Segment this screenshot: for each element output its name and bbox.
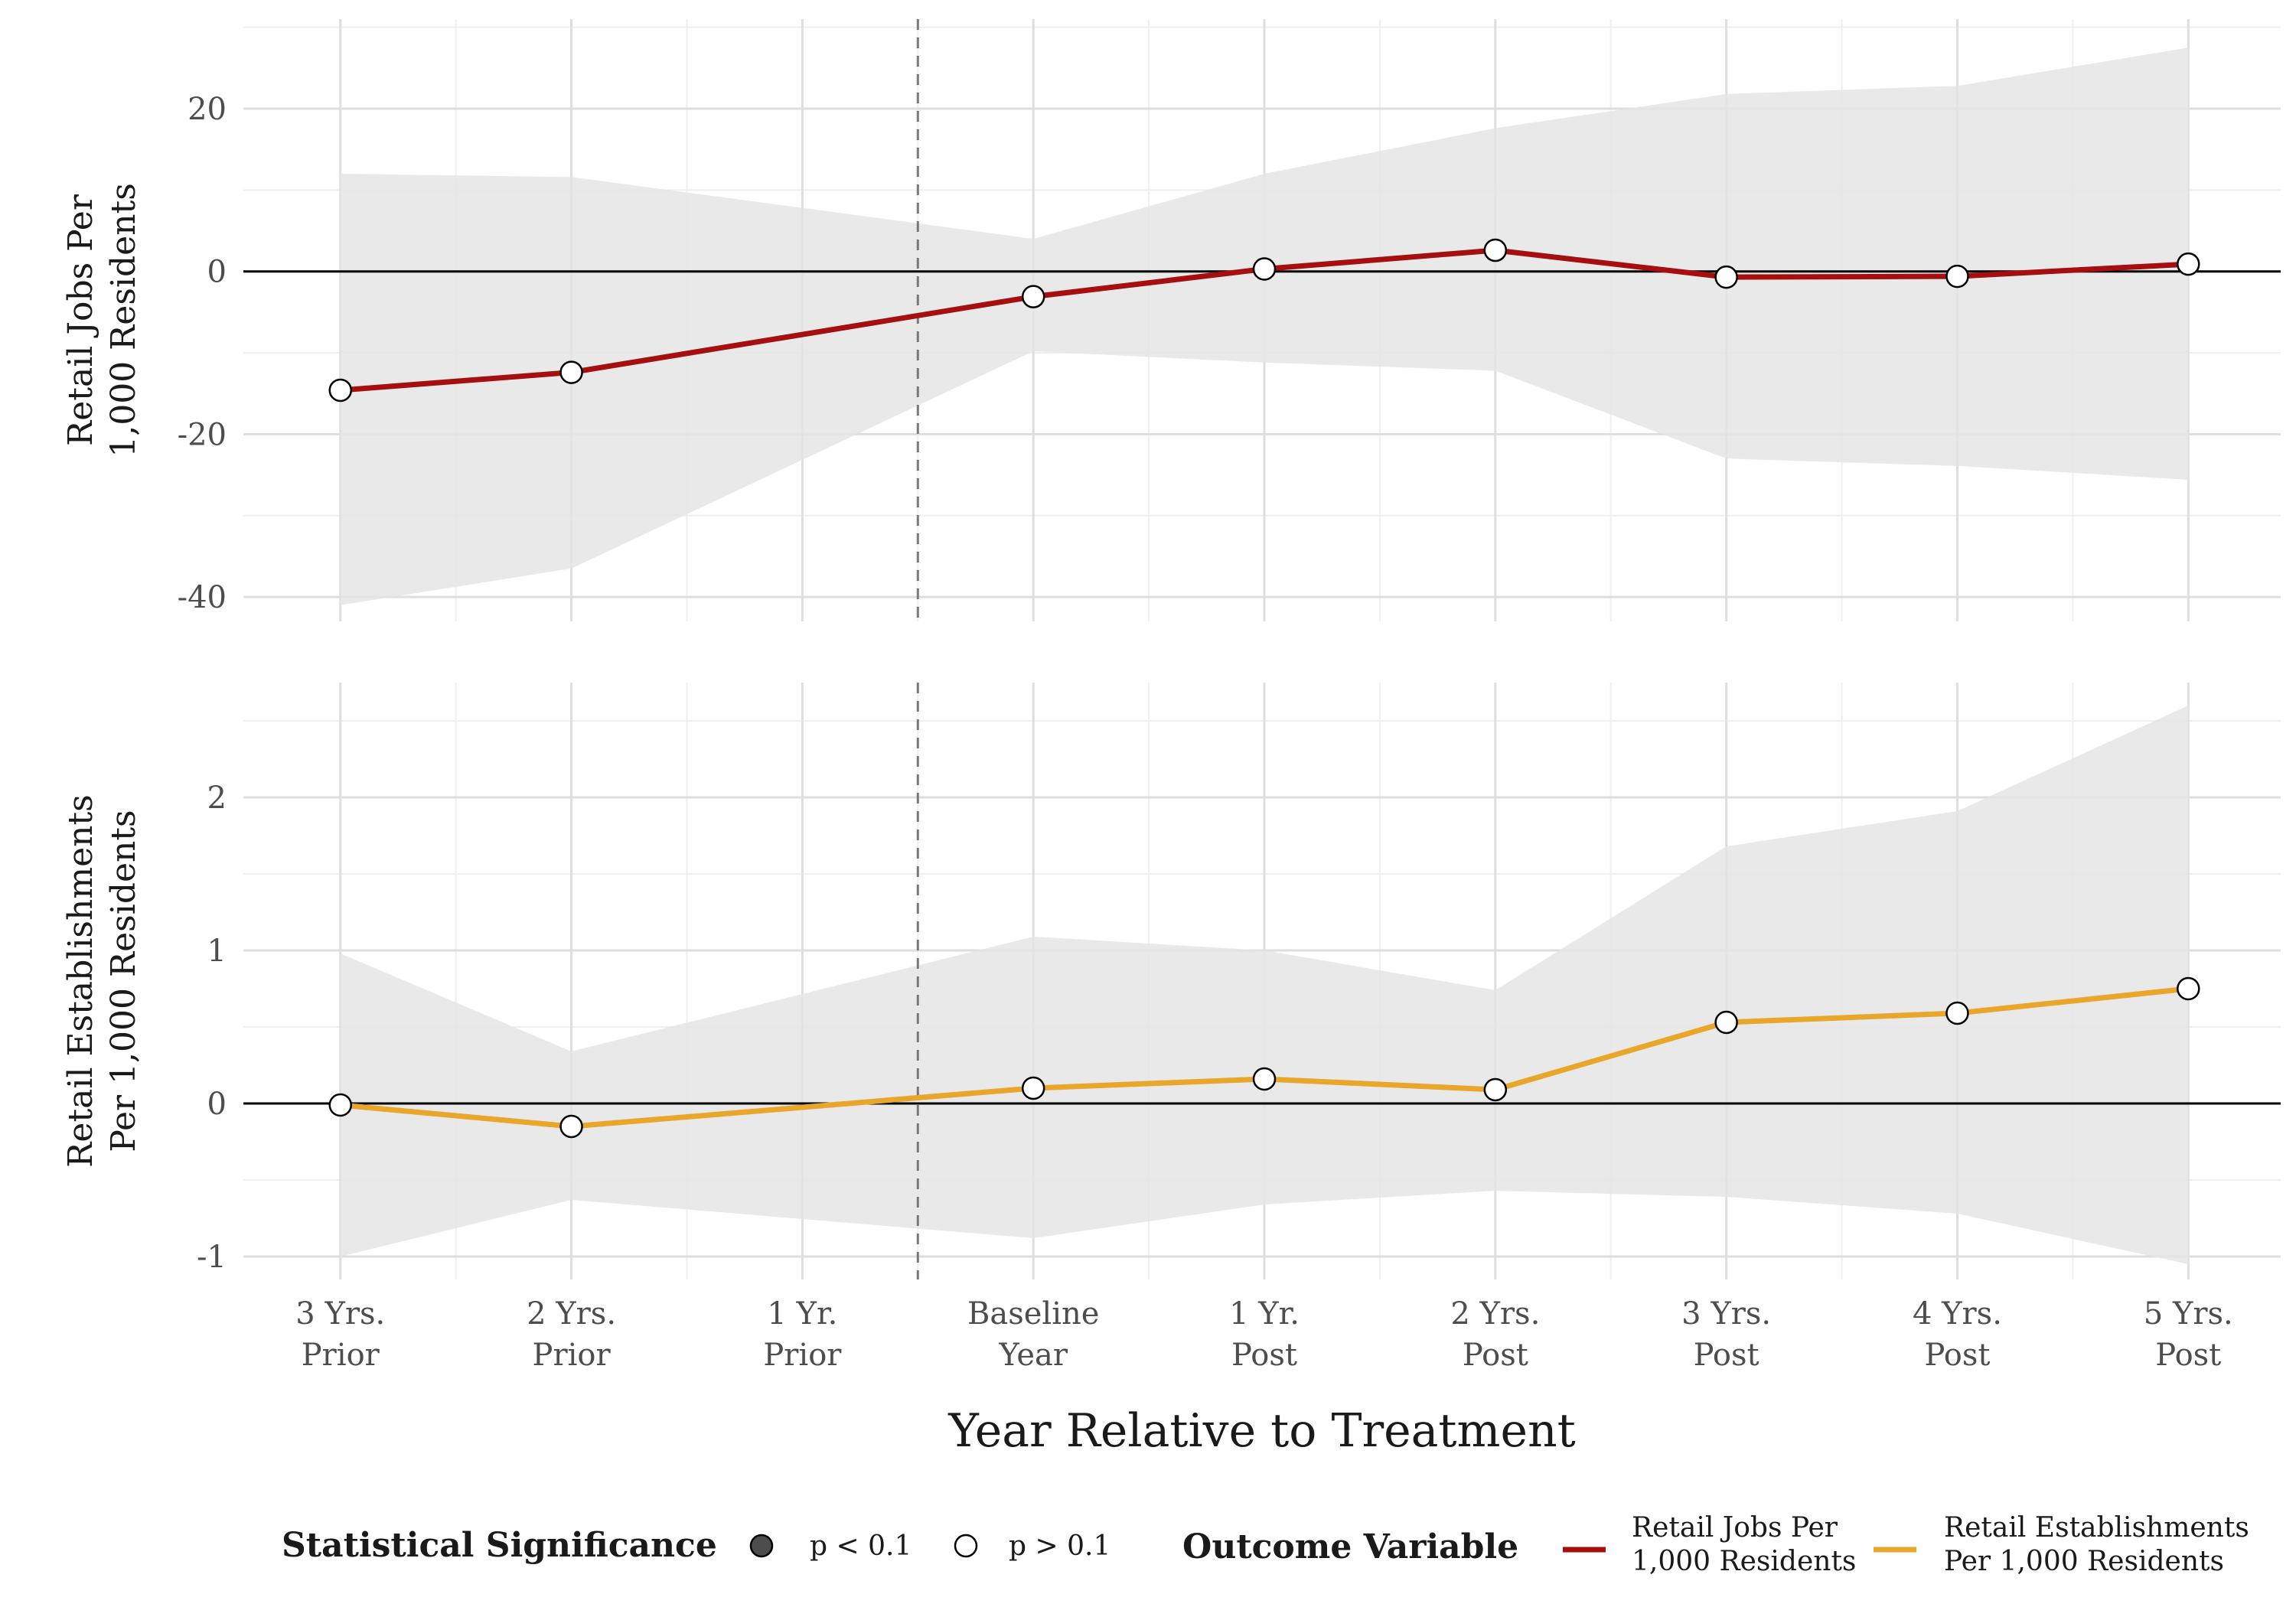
x-tick-label: 3 Yrs. Post xyxy=(1681,1296,1771,1373)
data-point xyxy=(1252,257,1277,281)
x-tick-label-line: Post xyxy=(2155,1338,2221,1373)
confidence-band xyxy=(340,706,2189,1264)
y-axis-label-line: Retail Jobs Per xyxy=(61,194,100,446)
x-tick-label: 4 Yrs. Post xyxy=(1913,1296,2002,1373)
data-point xyxy=(1021,1076,1045,1100)
y-tick-label: 2 xyxy=(207,781,227,816)
x-tick-label-line: 1 Yr. xyxy=(1229,1296,1300,1332)
legend-significance-label: p < 0.1 xyxy=(810,1530,912,1562)
y-tick-label: -20 xyxy=(178,417,227,452)
y-tick-label: 0 xyxy=(207,255,227,290)
y-axis-label: Retail Establishments Per 1,000 Residents xyxy=(61,794,143,1167)
legend-outcome-label-line: Per 1,000 Residents xyxy=(1944,1546,2224,1577)
legend-outcome-label-line: Retail Jobs Per xyxy=(1632,1512,1838,1543)
data-point xyxy=(2177,976,2200,1001)
y-tick-label: 20 xyxy=(188,92,227,127)
x-tick-label-line: Year xyxy=(998,1338,1068,1373)
series-line xyxy=(340,986,2189,1129)
series-line xyxy=(340,247,2189,393)
data-point xyxy=(559,360,583,384)
x-tick-label: Baseline Year xyxy=(967,1296,1099,1373)
x-tick-label-line: Post xyxy=(1694,1338,1760,1373)
x-tick-label-line: Prior xyxy=(302,1338,380,1373)
y-axis-label-line: Per 1,000 Residents xyxy=(104,810,143,1152)
x-tick-label: 3 Yrs. Prior xyxy=(295,1296,385,1373)
x-tick-label: 1 Yr. Prior xyxy=(763,1296,842,1373)
data-point xyxy=(1021,285,1045,308)
x-tick-label-line: Post xyxy=(1924,1338,1990,1373)
x-axis-title: Year Relative to Treatment xyxy=(947,1404,1575,1458)
legend-outcome-title: Outcome Variable xyxy=(1182,1527,1518,1566)
data-point xyxy=(1945,264,1969,288)
x-tick-label: 5 Yrs. Post xyxy=(2144,1296,2233,1373)
y-axis-label-line: 1,000 Residents xyxy=(104,183,143,458)
legend-significance-title: Statistical Significance xyxy=(282,1526,717,1565)
x-tick-label-line: Prior xyxy=(763,1338,842,1373)
panel-2: -1 0 1 2 Retail Establishments Per 1,000 Resi… xyxy=(61,683,2281,1279)
legend-outcome-label-line: Retail Establishments xyxy=(1944,1512,2249,1543)
legend-significance-label: p > 0.1 xyxy=(1009,1530,1110,1562)
x-tick-label: 2 Yrs. Prior xyxy=(527,1296,616,1373)
y-tick-label: -40 xyxy=(178,580,227,615)
legend-significance-key xyxy=(749,1534,774,1558)
data-point xyxy=(1714,1010,1738,1035)
y-tick-label: -1 xyxy=(197,1240,227,1275)
x-tick-label-line: Post xyxy=(1463,1338,1528,1373)
data-point xyxy=(1945,1001,1969,1025)
data-point xyxy=(328,1093,353,1117)
legend-outcome-label: Retail Jobs Per 1,000 Residents xyxy=(1632,1512,1856,1577)
x-tick-label-line: 1 Yr. xyxy=(767,1296,837,1332)
data-point xyxy=(2177,252,2200,276)
data-point xyxy=(1252,1067,1277,1091)
data-point xyxy=(1483,238,1508,262)
x-tick-label-line: 5 Yrs. xyxy=(2144,1296,2233,1332)
x-tick-label-line: 3 Yrs. xyxy=(295,1296,385,1332)
legend-outcome-label: Retail Establishments Per 1,000 Residents xyxy=(1944,1512,2249,1577)
x-tick-label-line: 4 Yrs. xyxy=(1913,1296,2002,1332)
legend-outcome-label-line: 1,000 Residents xyxy=(1632,1546,1856,1577)
panel-1: -40 -20 0 20 Retail Jobs Per 1,000 Residents xyxy=(61,19,2281,621)
x-tick-label-line: 2 Yrs. xyxy=(527,1296,616,1332)
x-tick-label: 2 Yrs. Post xyxy=(1450,1296,1540,1373)
data-point xyxy=(559,1114,583,1139)
x-tick-label-line: 2 Yrs. xyxy=(1450,1296,1540,1332)
confidence-band xyxy=(340,47,2189,605)
y-tick-label: 1 xyxy=(207,934,227,969)
y-axis-label: Retail Jobs Per 1,000 Residents xyxy=(61,183,143,458)
legend-significance-key xyxy=(954,1534,978,1558)
y-tick-label: 0 xyxy=(207,1087,227,1122)
x-tick-label: 1 Yr. Post xyxy=(1229,1296,1300,1373)
data-point xyxy=(328,378,353,403)
x-tick-label-line: Post xyxy=(1231,1338,1297,1373)
x-tick-label-line: Baseline xyxy=(967,1296,1099,1332)
y-axis-label-line: Retail Establishments xyxy=(61,794,100,1167)
x-tick-label-line: Prior xyxy=(533,1338,612,1373)
x-tick-label-line: 3 Yrs. xyxy=(1681,1296,1771,1332)
data-point xyxy=(1714,265,1738,289)
data-point xyxy=(1483,1077,1508,1102)
